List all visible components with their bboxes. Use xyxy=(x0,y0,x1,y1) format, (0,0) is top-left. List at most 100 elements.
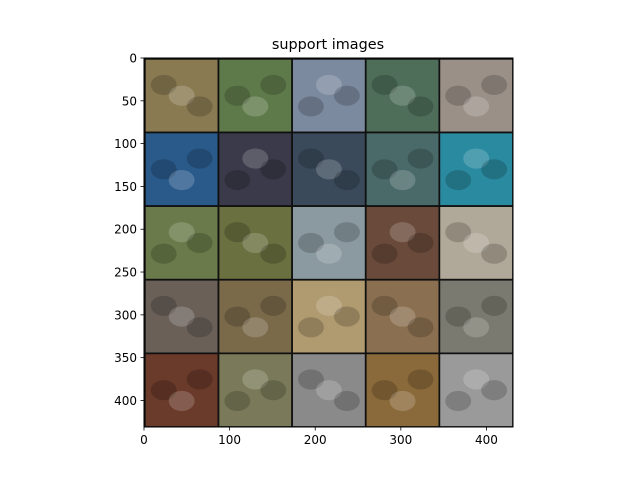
tile-meerkat xyxy=(292,280,365,353)
tile-detail xyxy=(389,222,416,243)
tile-detail xyxy=(298,96,324,117)
tile-detail xyxy=(224,390,251,412)
figure-title: support images xyxy=(272,37,384,53)
tile-detail xyxy=(168,306,195,327)
tile-detail xyxy=(371,295,398,316)
tile-detail xyxy=(242,232,269,253)
tile-detail xyxy=(150,243,177,264)
tile-garbage-truck xyxy=(366,59,439,132)
tile-detail xyxy=(333,222,360,243)
tile-detail xyxy=(260,243,287,264)
tile-detail xyxy=(260,159,287,180)
tile-detail xyxy=(445,85,472,106)
tile-detail xyxy=(407,317,434,338)
tile-detail xyxy=(371,159,398,180)
tile-garbage-truck xyxy=(219,59,292,132)
tile-parallel-bars xyxy=(292,354,365,427)
tile-detail xyxy=(168,222,195,243)
tile-coral-reef xyxy=(440,133,513,206)
y-tick-label: 250 xyxy=(114,266,137,280)
tile-meerkat xyxy=(219,280,292,353)
tile-detail xyxy=(242,317,269,338)
tile-parallel-bars xyxy=(366,354,439,427)
tile-detail xyxy=(445,306,472,327)
tile-detail xyxy=(445,390,472,412)
y-tick-label: 200 xyxy=(114,223,137,237)
tile-detail xyxy=(315,295,342,316)
tile-detail xyxy=(224,222,251,243)
tile-detail xyxy=(168,170,195,191)
tile-detail xyxy=(463,317,490,338)
tile-detail xyxy=(407,148,434,169)
y-tick-label: 50 xyxy=(122,94,137,108)
y-tick-label: 350 xyxy=(114,351,137,365)
tile-detail xyxy=(298,232,324,253)
tile-garbage-truck xyxy=(145,59,218,132)
x-tick-label: 100 xyxy=(218,433,241,447)
tile-garbage-truck xyxy=(292,59,365,132)
tile-detail xyxy=(298,369,324,390)
tile-detail xyxy=(224,85,251,106)
tile-detail xyxy=(333,85,360,106)
x-tick-label: 300 xyxy=(389,433,412,447)
tile-ibizan-hound xyxy=(219,206,292,279)
tile-detail xyxy=(224,306,251,327)
tile-detail xyxy=(150,295,177,316)
tile-detail xyxy=(298,317,324,338)
tile-detail xyxy=(242,369,269,390)
tile-coral-reef xyxy=(219,133,292,206)
tile-detail xyxy=(242,148,269,169)
tile-parallel-bars xyxy=(440,354,513,427)
tile-detail xyxy=(371,380,398,401)
tile-detail xyxy=(315,159,342,180)
tile-detail xyxy=(298,148,324,169)
tile-coral-reef xyxy=(145,133,218,206)
tile-detail xyxy=(260,380,287,401)
tile-detail xyxy=(407,232,434,253)
tile-detail xyxy=(224,170,251,191)
tile-detail xyxy=(315,74,342,95)
tile-detail xyxy=(407,369,434,390)
y-tick-label: 300 xyxy=(114,308,137,322)
axes-area xyxy=(143,57,514,428)
x-axis: 0 100 200 300 400 xyxy=(140,427,498,447)
tile-detail xyxy=(186,148,213,169)
tile-meerkat xyxy=(366,280,439,353)
tile-detail xyxy=(481,74,508,95)
tile-meerkat xyxy=(145,280,218,353)
tile-detail xyxy=(168,85,195,106)
tile-detail xyxy=(315,243,342,264)
tile-detail xyxy=(242,96,269,117)
y-tick-label: 100 xyxy=(114,137,137,151)
tile-detail xyxy=(168,390,195,412)
tile-coral-reef xyxy=(292,133,365,206)
tile-detail xyxy=(463,369,490,390)
y-tick-label: 400 xyxy=(114,394,137,408)
tile-detail xyxy=(333,390,360,412)
tile-ibizan-hound xyxy=(440,206,513,279)
y-axis: 0 50 100 150 200 250 300 350 400 xyxy=(114,52,144,408)
tile-detail xyxy=(463,96,490,117)
tile-detail xyxy=(407,96,434,117)
tile-coral-reef xyxy=(366,133,439,206)
tile-detail xyxy=(186,369,213,390)
tile-detail xyxy=(371,74,398,95)
tile-detail xyxy=(150,74,177,95)
tile-detail xyxy=(481,295,508,316)
x-tick-label: 200 xyxy=(304,433,327,447)
tile-meerkat xyxy=(440,280,513,353)
tile-detail xyxy=(186,232,213,253)
tile-ibizan-hound xyxy=(366,206,439,279)
y-tick-label: 150 xyxy=(114,180,137,194)
tile-detail xyxy=(186,96,213,117)
tile-garbage-truck xyxy=(440,59,513,132)
x-tick-label: 400 xyxy=(475,433,498,447)
tile-detail xyxy=(481,243,508,264)
tile-parallel-bars xyxy=(145,354,218,427)
tile-detail xyxy=(333,306,360,327)
tile-detail xyxy=(333,170,360,191)
x-tick-label: 0 xyxy=(140,433,148,447)
tile-detail xyxy=(260,295,287,316)
tile-detail xyxy=(463,148,490,169)
